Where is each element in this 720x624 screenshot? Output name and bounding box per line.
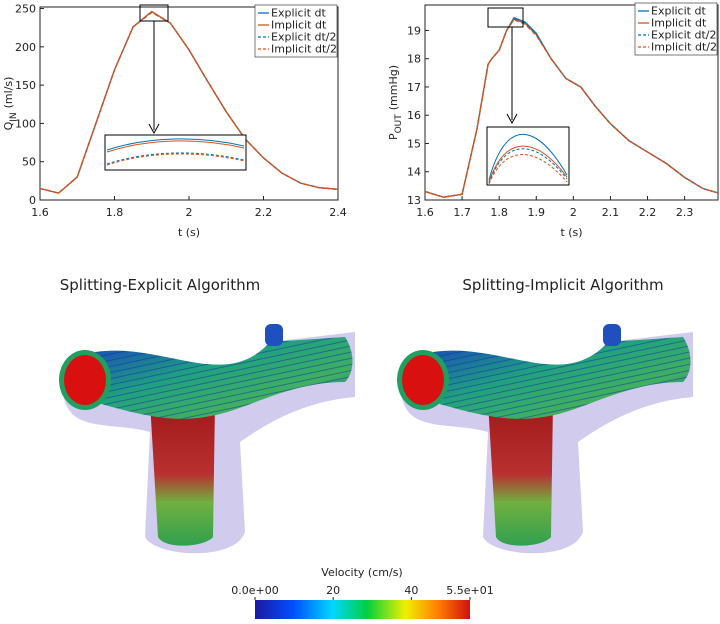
y-tick-label: 200 — [15, 41, 36, 54]
colorbar-tick-label: 5.5e+01 — [446, 584, 493, 597]
y-axis-label: QIN (ml/s) — [2, 77, 19, 131]
x-tick-label: 1.7 — [453, 206, 471, 219]
x-tick-label: 2.1 — [602, 206, 620, 219]
flow-render — [59, 324, 355, 554]
y-label-main: P — [387, 133, 400, 140]
colorbar-title: Velocity (cm/s) — [321, 566, 402, 579]
legend-label: Implicit dt — [651, 17, 707, 30]
colorbar-tick-label: 40 — [404, 584, 418, 597]
legend-label: Explicit dt/2 — [271, 31, 336, 44]
y-label-unit: (ml/s) — [2, 77, 15, 109]
y-tick-label: 0 — [29, 194, 36, 207]
x-axis-label: t (s) — [560, 226, 582, 239]
legend-label: Explicit dt/2 — [651, 29, 716, 42]
y-tick-label: 50 — [22, 156, 36, 169]
x-axis-label: t (s) — [178, 226, 200, 239]
x-tick-label: 2.3 — [676, 206, 694, 219]
x-tick-label: 1.8 — [490, 206, 508, 219]
legend-label: Implicit dt/2 — [271, 43, 337, 56]
legend-label: Implicit dt/2 — [651, 41, 717, 54]
legend-box — [254, 4, 338, 58]
y-tick-label: 150 — [15, 79, 36, 92]
colorbar-tick-label: 0.0e+00 — [231, 584, 278, 597]
y-label-unit: (mmHg) — [387, 65, 400, 110]
y-axis-label: POUT (mmHg) — [387, 65, 404, 140]
y-tick-label: 100 — [15, 117, 36, 130]
x-tick-label: 2.4 — [329, 206, 347, 219]
flow-render — [397, 324, 693, 554]
x-tick-label: 2.2 — [255, 206, 273, 219]
y-tick-label: 13 — [407, 194, 421, 207]
y-label-sub: OUT — [394, 114, 404, 134]
y-label-main: Q — [2, 121, 15, 130]
colorbar-tick-label: 20 — [326, 584, 340, 597]
y-tick-label: 15 — [407, 137, 421, 150]
legend-label: Explicit dt — [651, 5, 706, 18]
x-tick-label: 1.6 — [31, 206, 49, 219]
y-tick-label: 16 — [407, 109, 421, 122]
y-tick-label: 19 — [407, 24, 421, 37]
legend-label: Explicit dt — [271, 7, 326, 20]
x-tick-label: 1.8 — [106, 206, 124, 219]
legend-box — [634, 2, 718, 56]
inset-decor — [104, 4, 570, 186]
y-tick-label: 18 — [407, 53, 421, 66]
y-tick-label: 250 — [15, 3, 36, 16]
y-tick-label: 14 — [407, 166, 421, 179]
series-line — [39, 11, 339, 194]
panel-title: Splitting-Explicit Algorithm — [60, 276, 261, 294]
x-tick-label: 1.9 — [528, 206, 546, 219]
colorbar — [255, 600, 470, 619]
y-label-sub: IN — [9, 112, 19, 121]
panel-title: Splitting-Implicit Algorithm — [462, 276, 663, 294]
charts: 0 50 100 150 200 250 1.6 1.8 2 2.2 2.4 t (s) QIN (ml/… — [2, 2, 719, 239]
legend-label: Implicit dt — [271, 19, 327, 32]
y-tick-label: 17 — [407, 81, 421, 94]
series-line — [424, 18, 719, 198]
x-tick-label: 2 — [570, 206, 577, 219]
x-tick-label: 2 — [186, 206, 193, 219]
x-tick-label: 2.2 — [639, 206, 657, 219]
x-tick-label: 1.6 — [416, 206, 434, 219]
